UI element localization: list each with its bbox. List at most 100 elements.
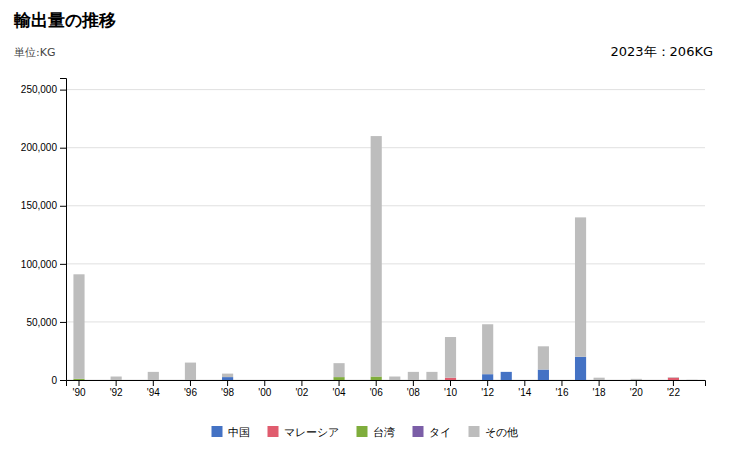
bar (92, 380, 103, 381)
bar (241, 380, 252, 381)
bar (501, 372, 512, 380)
bar (649, 380, 660, 381)
legend: 中国マレーシア台湾タイその他 (212, 426, 518, 439)
x-tick-mark (227, 380, 228, 386)
bar (389, 377, 400, 380)
x-tick-mark (636, 380, 637, 386)
y-tick: 100,000 (21, 259, 66, 270)
x-tick-label: '14 (518, 387, 531, 398)
plot: 050,000100,000150,000200,000250,000'90'9… (21, 79, 706, 399)
legend-item: タイ (413, 426, 451, 439)
bar (203, 380, 214, 381)
bar (166, 380, 177, 381)
bar (129, 380, 140, 381)
bar (668, 378, 679, 380)
x-tick-label: '90 (72, 387, 85, 398)
y-tick-mark (60, 380, 66, 381)
legend-label: 中国 (228, 426, 250, 439)
y-tick: 200,000 (21, 142, 66, 153)
x-tick: '90 (72, 380, 85, 398)
chart: 050,000100,000150,000200,000250,000'90'9… (0, 0, 729, 450)
x-tick-mark (524, 380, 525, 386)
bar (352, 380, 363, 381)
x-tick-label: '06 (370, 387, 383, 398)
bar (278, 380, 289, 381)
bar (649, 380, 660, 381)
bar (278, 380, 289, 381)
bar (222, 377, 233, 380)
bar (166, 380, 177, 381)
bar (668, 377, 679, 379)
legend-item: 中国 (212, 426, 250, 439)
bar (166, 380, 177, 381)
series (222, 357, 586, 380)
bar (686, 380, 697, 381)
x-tick: '98 (221, 380, 234, 398)
x-axis-line (67, 381, 706, 387)
bar (129, 380, 140, 381)
bar (631, 379, 642, 380)
legend-label: タイ (429, 426, 451, 439)
bar (649, 380, 660, 381)
x-tick: '14 (518, 380, 531, 398)
bar (315, 380, 326, 381)
bar (241, 380, 252, 381)
bar (148, 372, 159, 380)
bar (686, 380, 697, 381)
x-axis: '90'92'94'96'98'00'02'04'06'08'10'12'14'… (67, 380, 706, 398)
x-tick: '10 (444, 380, 457, 398)
x-tick-mark (339, 380, 340, 386)
x-tick: '96 (184, 380, 197, 398)
x-tick-label: '00 (258, 387, 271, 398)
bar (92, 380, 103, 381)
subtitle: 単位:KG (14, 46, 55, 59)
bar (371, 136, 382, 376)
bar (371, 377, 382, 380)
y-tick-label: 50,000 (26, 317, 57, 328)
legend-label: マレーシア (284, 426, 339, 439)
x-tick: '20 (630, 380, 643, 398)
y-tick-mark (60, 148, 66, 149)
bar (464, 380, 475, 381)
y-tick-label: 100,000 (21, 259, 58, 270)
x-tick-label: '20 (630, 387, 643, 398)
bar (111, 377, 122, 380)
legend-label: 台湾 (373, 426, 395, 439)
x-tick-mark (116, 380, 117, 386)
bar (352, 380, 363, 381)
bar (649, 380, 660, 381)
bar (556, 380, 567, 381)
bar (686, 380, 697, 381)
bar (241, 380, 252, 381)
bar (668, 377, 679, 378)
bar (482, 324, 493, 374)
bar (259, 380, 270, 381)
bar (575, 217, 586, 356)
x-tick-label: '98 (221, 387, 234, 398)
bar (73, 380, 84, 381)
bar (315, 380, 326, 381)
series (445, 378, 679, 380)
bar (464, 380, 475, 381)
bar (631, 380, 642, 381)
bar (649, 380, 660, 381)
bar (556, 380, 567, 381)
bar (575, 357, 586, 380)
bar (464, 380, 475, 381)
bar (612, 380, 623, 381)
x-tick-mark (673, 380, 674, 386)
bar (296, 380, 307, 381)
y-tick: 0 (51, 375, 66, 386)
bar (296, 380, 307, 381)
y-tick-label: 0 (51, 375, 57, 386)
bar (241, 380, 252, 381)
x-tick-mark (450, 380, 451, 386)
bar (203, 380, 214, 381)
bar (631, 380, 642, 381)
bar (129, 380, 140, 381)
legend-item: 台湾 (357, 426, 395, 439)
bar (352, 380, 363, 381)
bar (464, 380, 475, 381)
title: 輸出量の推移 (13, 10, 116, 30)
legend-swatch (268, 426, 279, 437)
